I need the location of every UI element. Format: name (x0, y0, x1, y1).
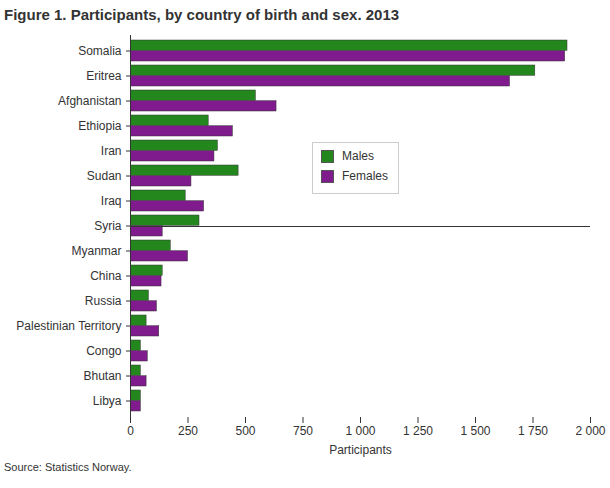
svg-text:Palestinian Territory: Palestinian Territory (16, 319, 121, 333)
html-text:Females: Females (342, 169, 388, 183)
svg-text:Participants: Participants (329, 443, 392, 457)
svg-text:Libya: Libya (93, 394, 122, 408)
svg-text:1 500: 1 500 (460, 424, 490, 438)
svg-text:Ethiopia: Ethiopia (78, 119, 122, 133)
svg-text:Bhutan: Bhutan (83, 369, 121, 383)
svg-text:Iraq: Iraq (101, 194, 122, 208)
svg-text:500: 500 (235, 424, 255, 438)
svg-text:Eritrea: Eritrea (86, 69, 122, 83)
html-text:Figure 1. Participants, by cou: Figure 1. Participants, by country of bi… (4, 6, 400, 23)
svg-text:Russia: Russia (85, 294, 122, 308)
html-text:Source: Statistics Norway.: Source: Statistics Norway. (4, 461, 132, 473)
svg-text:0: 0 (127, 424, 134, 438)
svg-text:1 250: 1 250 (403, 424, 433, 438)
svg-text:China: China (90, 269, 122, 283)
svg-text:1 000: 1 000 (345, 424, 375, 438)
svg-text:Myanmar: Myanmar (71, 244, 121, 258)
svg-text:Sudan: Sudan (87, 169, 122, 183)
svg-text:Syria: Syria (94, 219, 122, 233)
svg-text:Iran: Iran (101, 144, 122, 158)
html-text:Males: Males (342, 149, 374, 163)
svg-text:1 750: 1 750 (518, 424, 548, 438)
svg-text:Congo: Congo (86, 344, 122, 358)
svg-text:250: 250 (178, 424, 198, 438)
svg-text:Somalia: Somalia (78, 44, 122, 58)
svg-text:Afghanistan: Afghanistan (58, 94, 121, 108)
svg-text:750: 750 (293, 424, 313, 438)
svg-text:2 000: 2 000 (575, 424, 605, 438)
